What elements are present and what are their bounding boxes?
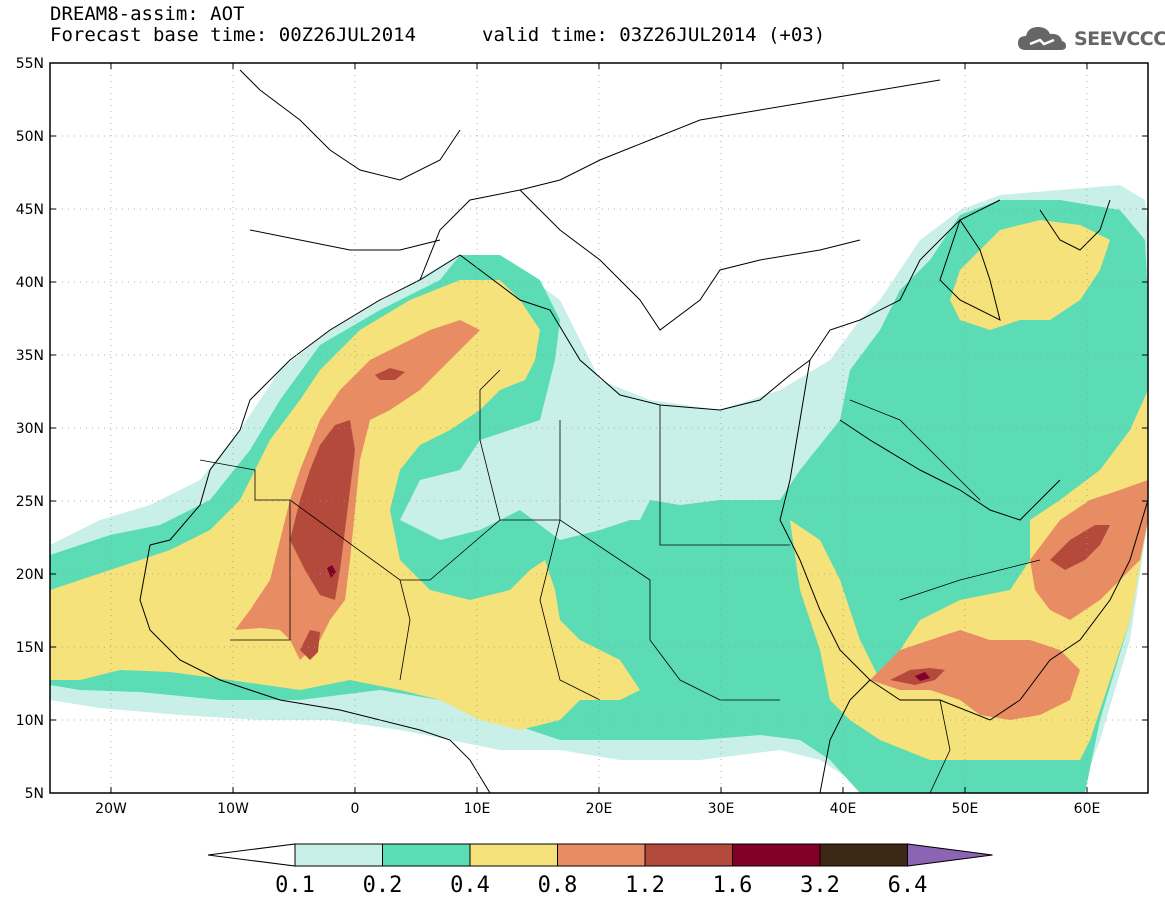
cloud-icon <box>1018 27 1066 50</box>
colorbar-segment <box>382 843 471 867</box>
x-tick-label: 30E <box>708 801 735 817</box>
x-tick-label: 20E <box>586 801 613 817</box>
y-tick-label: 50N <box>16 129 44 145</box>
colorbar-segment <box>294 843 383 867</box>
x-tick-label: 10E <box>464 801 491 817</box>
x-tick-label: 20W <box>95 801 127 817</box>
colorbar-label: 6.4 <box>888 873 928 898</box>
title-line-2: Forecast base time: 00Z26JUL2014 <box>50 24 417 46</box>
logo-text: SEEVCCC <box>1074 28 1165 50</box>
colorbar-label: 0.8 <box>538 873 578 898</box>
y-tick-label: 15N <box>16 640 44 656</box>
valid-time: valid time: 03Z26JUL2014 (+03) <box>482 24 826 46</box>
colorbar-segment <box>557 843 646 867</box>
x-tick-label: 50E <box>952 801 979 817</box>
seevccc-logo: SEEVCCC <box>1016 22 1165 56</box>
colorbar-segment <box>469 843 558 867</box>
colorbar-label: 0.1 <box>275 873 315 898</box>
colorbar-under-triangle <box>207 843 296 867</box>
y-tick-label: 40N <box>16 275 44 291</box>
colorbar-label: 0.2 <box>363 873 403 898</box>
x-tick-label: 40E <box>830 801 857 817</box>
y-tick-label: 55N <box>16 56 44 72</box>
aot-contour-0.8 <box>235 320 1148 720</box>
y-tick-label: 30N <box>16 421 44 437</box>
x-tick-label: 0 <box>351 801 360 817</box>
title-line-1: DREAM8-assim: AOT <box>50 3 245 25</box>
y-tick-label: 5N <box>25 786 44 802</box>
colorbar-segment <box>732 843 821 867</box>
y-axis: 55N 50N 45N 40N 35N 30N 25N 20N 15N 10N 5N <box>16 56 1148 802</box>
colorbar-label: 1.6 <box>713 873 753 898</box>
x-tick-label: 60E <box>1074 801 1101 817</box>
colorbar-label: 1.2 <box>625 873 665 898</box>
colorbar-over-triangle <box>907 843 993 867</box>
x-axis: 20W 10W 0 10E 20E 30E 40E 50E 60E <box>95 63 1100 817</box>
y-tick-label: 20N <box>16 567 44 583</box>
y-tick-label: 45N <box>16 202 44 218</box>
colorbar-segment <box>819 843 908 867</box>
coastlines <box>139 69 1148 793</box>
colorbar-label: 0.4 <box>450 873 490 898</box>
y-tick-label: 10N <box>16 713 44 729</box>
x-tick-label: 10W <box>217 801 249 817</box>
colorbar: 0.1 0.2 0.4 0.8 1.2 1.6 3.2 6.4 <box>207 843 993 898</box>
colorbar-segment <box>644 843 733 867</box>
y-tick-label: 25N <box>16 494 44 510</box>
country-borders <box>199 369 1041 793</box>
colorbar-label: 3.2 <box>800 873 840 898</box>
y-tick-label: 35N <box>16 348 44 364</box>
